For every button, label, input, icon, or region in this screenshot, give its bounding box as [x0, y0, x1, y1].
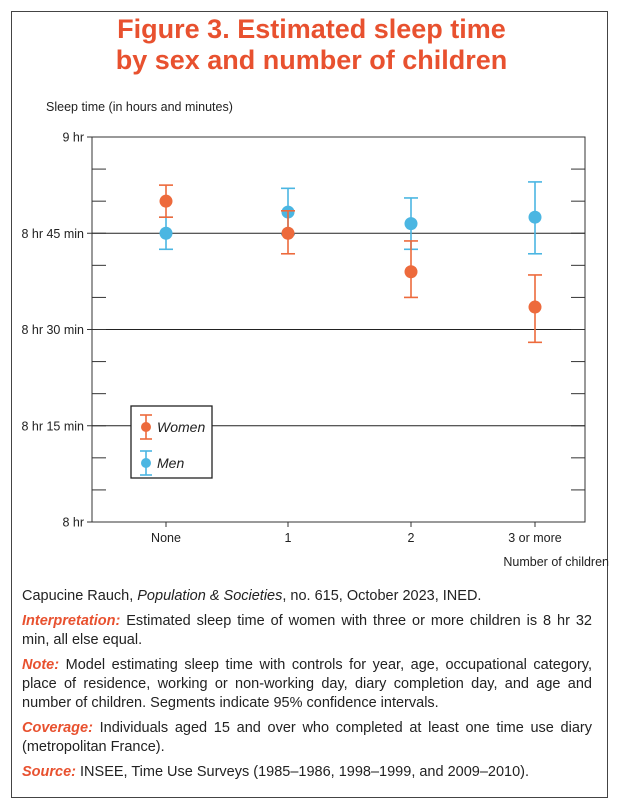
- figure-frame: [11, 11, 608, 798]
- citation: Capucine Rauch, Population & Societies, …: [22, 588, 482, 604]
- data-point: [281, 226, 295, 240]
- x-tick-label: None: [151, 531, 181, 545]
- data-point: [404, 265, 418, 279]
- y-tick-label: 8 hr: [62, 516, 84, 530]
- data-point: [528, 300, 542, 314]
- legend-marker: [141, 458, 151, 468]
- legend-label: Women: [157, 419, 205, 435]
- y-tick-label: 9 hr: [62, 131, 84, 145]
- y-ticks: 9 hr 8 hr 45 min 8 hr 30 min 8 hr 15 min 8 h…: [21, 131, 585, 530]
- legend-label: Men: [157, 455, 184, 471]
- legend-marker: [141, 422, 151, 432]
- data-marks: [159, 181, 542, 344]
- y-axis-label: Sleep time (in hours and minutes): [46, 100, 233, 114]
- data-point: [159, 226, 173, 240]
- series-men: [159, 181, 542, 255]
- x-tick-label: 1: [285, 531, 292, 545]
- data-point: [404, 217, 418, 231]
- x-tick-label: 2: [408, 531, 415, 545]
- coverage: Coverage: Individuals aged 15 and over w…: [22, 720, 592, 755]
- y-tick-label: 8 hr 30 min: [21, 323, 84, 337]
- data-point: [159, 194, 173, 208]
- source: Source: INSEE, Time Use Surveys (1985–19…: [22, 764, 530, 780]
- legend-item-men: Men: [140, 450, 184, 476]
- y-tick-label: 8 hr 45 min: [21, 227, 84, 241]
- chart: Sleep time (in hours and minutes) 9 hr 8 …: [21, 100, 609, 569]
- grid: [92, 232, 585, 427]
- interpretation: Interpretation: Estimated sleep time of …: [22, 613, 592, 648]
- note: Note: Model estimating sleep time with c…: [22, 657, 592, 711]
- legend: Women Men: [130, 405, 213, 479]
- chart-title-line-2: by sex and number of children: [115, 45, 508, 75]
- chart-title: Figure 3. Estimated sleep time by sex an…: [0, 14, 623, 76]
- figure-notes: Capucine Rauch, Population & Societies, …: [22, 587, 592, 788]
- chart-title-line-1: Figure 3. Estimated sleep time: [117, 14, 506, 44]
- x-ticks: None 1 2 3 or more: [151, 522, 562, 545]
- series-women: [159, 184, 542, 344]
- x-axis-label: Number of children: [503, 555, 609, 569]
- data-point: [528, 210, 542, 224]
- x-tick-label: 3 or more: [508, 531, 562, 545]
- legend-item-women: Women: [140, 414, 205, 440]
- y-tick-label: 8 hr 15 min: [21, 419, 84, 433]
